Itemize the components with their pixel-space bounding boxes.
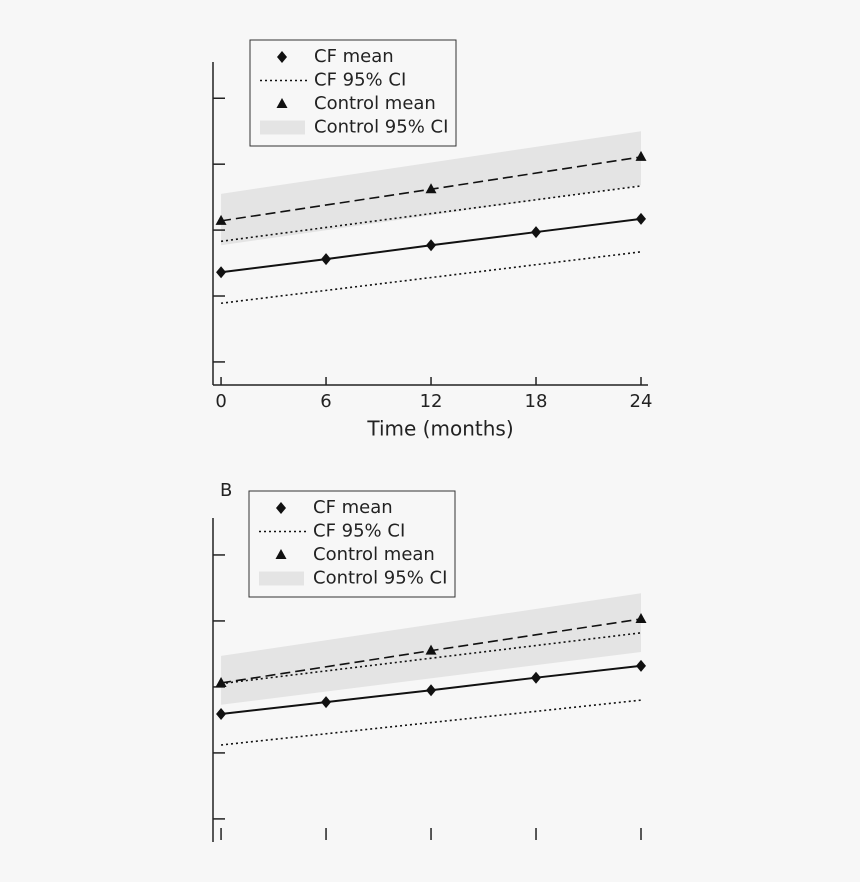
marker xyxy=(635,150,647,161)
marker xyxy=(426,684,437,697)
x-tick-label: 0 xyxy=(215,391,226,412)
marker xyxy=(215,214,227,225)
marker xyxy=(635,612,647,623)
panel-label: B xyxy=(220,480,232,501)
x-tick-label: 6 xyxy=(320,391,331,412)
marker xyxy=(426,239,437,252)
marker xyxy=(425,644,437,655)
legend-label: Control 95% CI xyxy=(314,117,448,138)
legend-label: CF 95% CI xyxy=(313,521,405,542)
legend-marker xyxy=(276,502,286,514)
marker xyxy=(216,266,227,279)
legend-label: CF 95% CI xyxy=(314,70,406,91)
series-line xyxy=(220,185,642,243)
series-line xyxy=(220,632,642,685)
marker xyxy=(636,659,647,672)
marker xyxy=(636,212,647,225)
legend-label: Control mean xyxy=(313,544,435,565)
series-line xyxy=(220,699,642,746)
marker xyxy=(321,696,332,709)
marker xyxy=(531,671,542,684)
marker xyxy=(425,183,437,194)
legend-label: CF mean xyxy=(313,497,393,518)
legend-marker xyxy=(276,98,288,108)
legend-label: Control 95% CI xyxy=(313,568,447,589)
marker xyxy=(216,707,227,720)
legend-label: Control mean xyxy=(314,93,436,114)
legend-swatch xyxy=(259,571,304,586)
legend-label: CF mean xyxy=(314,46,394,67)
x-tick-label: 12 xyxy=(420,391,443,412)
legend-marker xyxy=(275,549,287,559)
x-axis-title: Time (months) xyxy=(366,417,513,441)
legend-marker xyxy=(277,51,287,63)
marker xyxy=(215,676,227,687)
series-line xyxy=(220,251,642,305)
x-tick-label: 24 xyxy=(630,391,653,412)
marker xyxy=(321,253,332,266)
x-tick-label: 18 xyxy=(525,391,548,412)
marker xyxy=(531,226,542,239)
legend-swatch xyxy=(260,120,305,135)
